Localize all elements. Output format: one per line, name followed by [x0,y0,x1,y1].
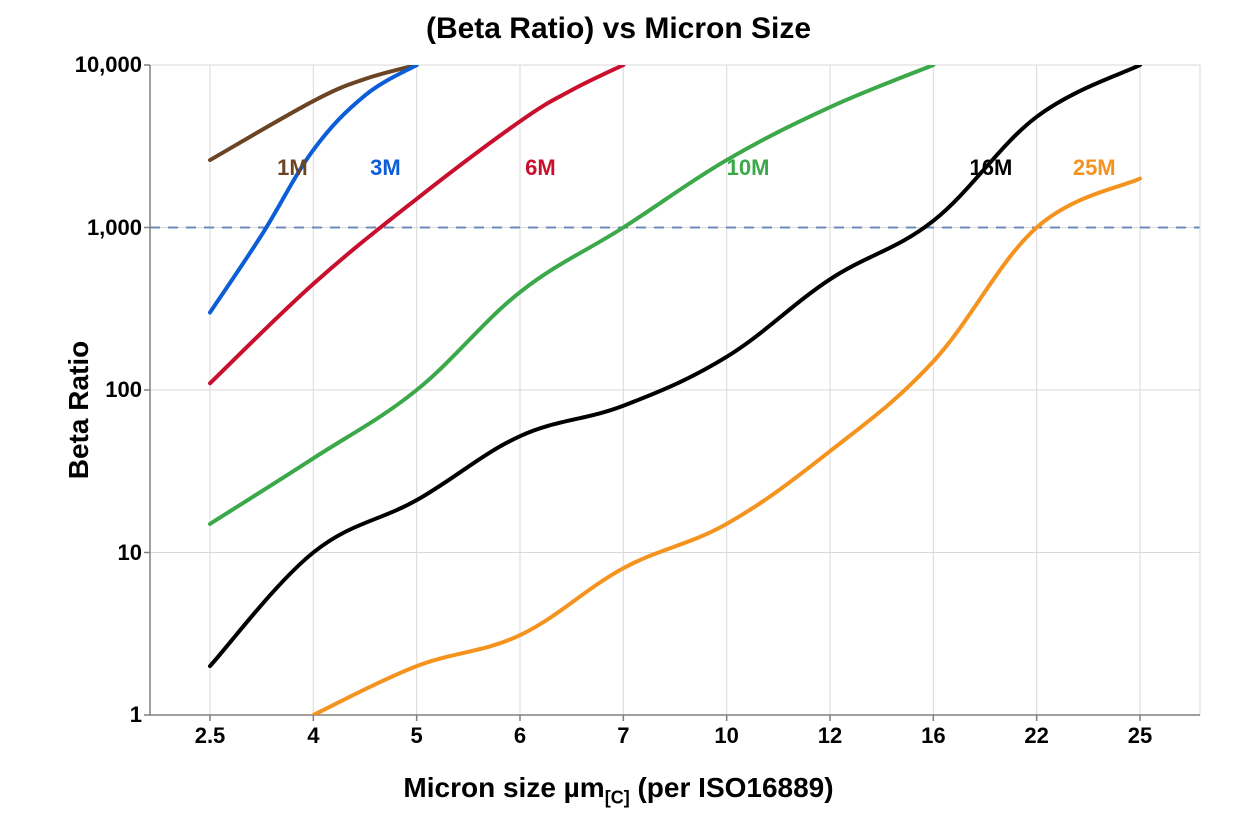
x-tick-label: 25 [1128,715,1152,749]
x-tick-label: 5 [411,715,423,749]
series-label-16M: 16M [970,155,1013,181]
x-tick-label: 22 [1024,715,1048,749]
x-tick-label: 16 [921,715,945,749]
plot-area: 1M3M6M10M16M25M1101001,00010,0002.545671… [150,65,1200,715]
x-tick-label: 10 [714,715,738,749]
y-axis-label: Beta Ratio [63,340,95,478]
chart-title: (Beta Ratio) vs Micron Size [0,12,1237,46]
x-tick-label: 6 [514,715,526,749]
x-axis-label: Micron size µm[C] (per ISO16889) [0,772,1237,809]
x-tick-label: 4 [307,715,319,749]
x-axis-label-suffix: (per ISO16889) [630,772,834,803]
y-tick-label: 100 [105,377,150,403]
series-label-10M: 10M [727,155,770,181]
y-tick-label: 10 [118,540,150,566]
y-tick-label: 1,000 [87,215,150,241]
x-tick-label: 2.5 [195,715,226,749]
series-label-6M: 6M [525,155,556,181]
series-label-25M: 25M [1073,155,1116,181]
x-axis-label-sub: [C] [605,788,630,808]
x-axis-label-prefix: Micron size µm [403,772,604,803]
beta-ratio-chart: (Beta Ratio) vs Micron Size Beta Ratio M… [0,0,1237,819]
series-label-3M: 3M [370,155,401,181]
series-label-1M: 1M [277,155,308,181]
y-tick-label: 10,000 [75,52,150,78]
x-tick-label: 12 [818,715,842,749]
y-tick-label: 1 [130,702,150,728]
x-tick-label: 7 [617,715,629,749]
